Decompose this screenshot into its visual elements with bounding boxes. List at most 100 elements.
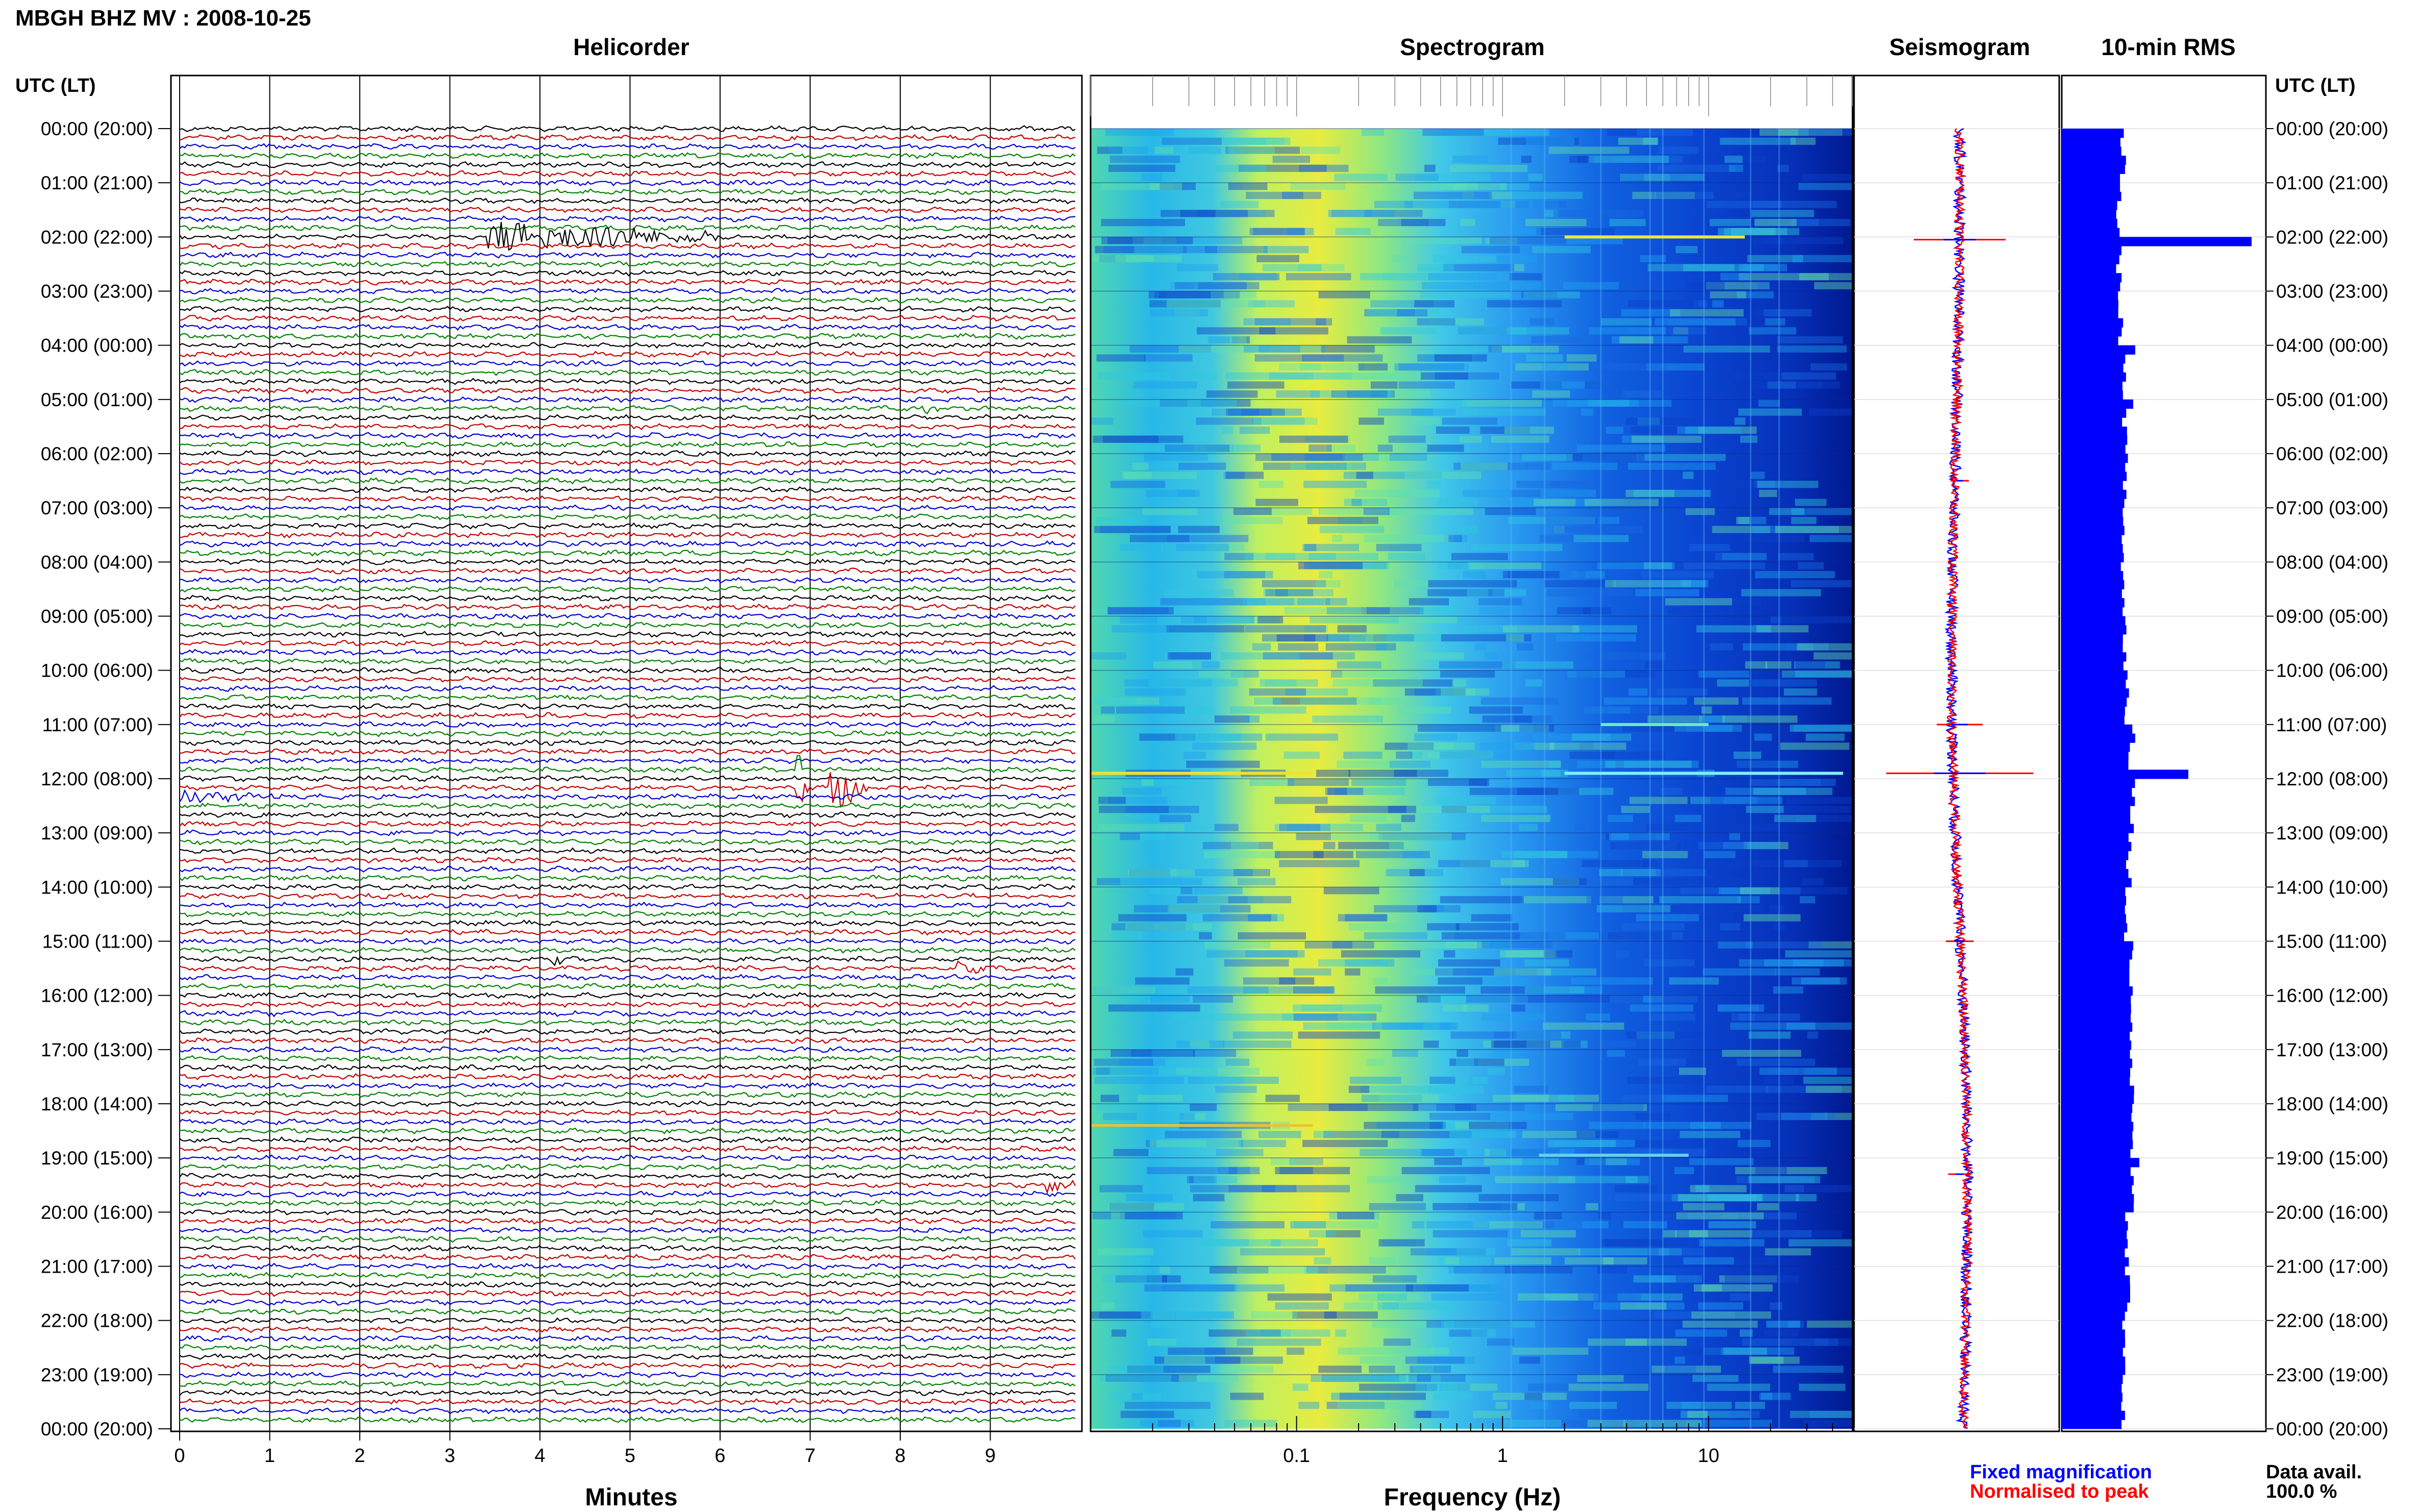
spectrogram-noise-cell [1478, 129, 1549, 136]
spectrogram-noise-cell [1601, 318, 1652, 326]
spectrogram-noise-cell [1737, 1139, 1771, 1147]
spectrogram-noise-cell [1712, 526, 1770, 533]
spectrogram-noise-cell [1436, 1104, 1525, 1111]
time-label-left: 04:00 (00:00) [41, 335, 153, 356]
spectrogram-noise-cell [1769, 1302, 1783, 1310]
spectrogram-noise-cell [1337, 372, 1424, 380]
spectrogram-noise-cell [1577, 1374, 1624, 1382]
spectrogram-noise-cell [1215, 1013, 1293, 1021]
spectrogram-noise-cell [1677, 426, 1741, 434]
spectrogram-noise-cell [1150, 309, 1208, 317]
helicorder-trace [179, 1173, 1076, 1180]
helicorder-trace [179, 1190, 1076, 1198]
spectrogram-noise-cell [1430, 1347, 1449, 1355]
spectrogram-noise-cell [1379, 390, 1430, 398]
spectrogram-noise-cell [1226, 408, 1260, 416]
spectrogram-noise-cell [1094, 1076, 1184, 1084]
rms-bar [2062, 643, 2123, 653]
spectrogram-noise-cell [1505, 770, 1561, 777]
spectrogram-noise-cell [1424, 354, 1475, 362]
spectrogram-noise-cell [1753, 237, 1843, 244]
spectrogram-noise-cell [1525, 679, 1543, 687]
spectrogram-noise-cell [1485, 652, 1498, 660]
spectrogram-noise-cell [1583, 607, 1612, 614]
helicorder-trace [179, 513, 1076, 520]
spectrogram-noise-cell [1569, 986, 1602, 994]
rms-bar [2062, 697, 2127, 707]
time-label-left: 17:00 (13:00) [41, 1039, 153, 1060]
spectrogram-noise-cell [1122, 787, 1162, 795]
helicorder-trace [179, 1371, 1076, 1378]
spectrogram-noise-cell [1251, 1311, 1297, 1319]
rms-bar [2062, 1374, 2123, 1384]
helicorder-trace [179, 360, 1076, 367]
spectrogram-noise-cell [1215, 164, 1267, 172]
helicorder-trace [179, 242, 1076, 250]
spectrogram-noise-cell [1687, 1212, 1739, 1220]
spectrogram-noise-cell [1304, 625, 1328, 633]
helicorder-trace [179, 829, 1076, 837]
spectrogram-noise-cell [1098, 824, 1184, 831]
spectrogram-noise-cell [1528, 995, 1610, 1003]
spectrogram-noise-cell [1633, 1275, 1702, 1283]
helicorder-trace [179, 960, 1076, 974]
rms-bar [2062, 1139, 2133, 1149]
spectrogram-noise-cell [1183, 751, 1206, 759]
spectrogram-noise-cell [1275, 1302, 1329, 1310]
spectrogram-noise-cell [1124, 688, 1186, 696]
spectrogram-noise-cell [1094, 715, 1115, 723]
spectrogram-noise-cell [1199, 670, 1244, 678]
time-label-right: 07:00 (03:00) [2276, 498, 2388, 518]
spectrogram-noise-cell [1683, 1203, 1724, 1210]
spectrogram-noise-cell [1318, 508, 1404, 515]
spectrogram-noise-cell [1440, 670, 1495, 678]
spectrogram-noise-cell [1471, 914, 1513, 922]
spectrogram-noise-cell [1452, 679, 1466, 687]
spectrogram-noise-cell [1499, 1158, 1559, 1166]
helicorder-trace [179, 685, 1076, 692]
spectrogram-noise-cell [1093, 697, 1137, 705]
spectrogram-noise-cell [1414, 300, 1454, 308]
spectrogram-noise-cell [1210, 1040, 1292, 1048]
spectrogram-noise-cell [1666, 1401, 1732, 1409]
spectrogram-noise-cell [1178, 489, 1200, 497]
spectrogram-noise-cell [1690, 1185, 1747, 1193]
spectrogram-noise-cell [1298, 1401, 1320, 1409]
spectrogram-noise-cell [1103, 1112, 1137, 1120]
spectrogram-noise-cell [1599, 869, 1661, 877]
helicorder-trace [179, 874, 1076, 882]
spectrogram-noise-cell [1458, 327, 1507, 335]
spectrogram-noise-cell [1411, 751, 1422, 759]
spectrogram-noise-cell [1583, 706, 1631, 714]
time-label-left: 06:00 (02:00) [41, 443, 153, 464]
spectrogram-noise-cell [1790, 1410, 1857, 1418]
time-label-right: 23:00 (19:00) [2276, 1365, 2388, 1385]
spectrogram-noise-cell [1245, 553, 1336, 560]
spectrogram-noise-cell [1181, 616, 1207, 624]
spectrogram-noise-cell [1457, 1248, 1495, 1256]
helicorder-trace [179, 893, 1076, 900]
spectrogram-noise-cell [1526, 462, 1550, 470]
spectrogram-noise-cell [1197, 210, 1275, 217]
spectrogram-noise-cell [1347, 390, 1395, 398]
spectrogram-noise-cell [1429, 1122, 1446, 1129]
spectrogram-noise-cell [1690, 1122, 1751, 1129]
spectrogram-noise-cell [1242, 598, 1294, 606]
spectrogram-noise-cell [1410, 869, 1425, 877]
rms-bar [2062, 156, 2126, 165]
spectrogram-noise-cell [1111, 1212, 1125, 1220]
spectrogram-noise-cell [1514, 1221, 1583, 1229]
spectrogram-noise-cell [1718, 941, 1753, 949]
spectrogram-noise-cell [1769, 905, 1784, 912]
spectrogram-noise-cell [1304, 941, 1352, 949]
spectrogram-noise-cell [1747, 255, 1804, 262]
helicorder-trace [179, 757, 1076, 764]
time-label-right: 17:00 (13:00) [2276, 1039, 2388, 1060]
spectrogram-noise-cell [1606, 426, 1624, 434]
spectrogram-noise-cell [1257, 616, 1283, 624]
helicorder-trace [179, 1208, 1076, 1216]
helicorder-trace [179, 1082, 1076, 1089]
spectrogram-noise-cell [1448, 535, 1463, 542]
rms-bar [2062, 472, 2127, 481]
spectrogram-noise-cell [1791, 516, 1817, 525]
